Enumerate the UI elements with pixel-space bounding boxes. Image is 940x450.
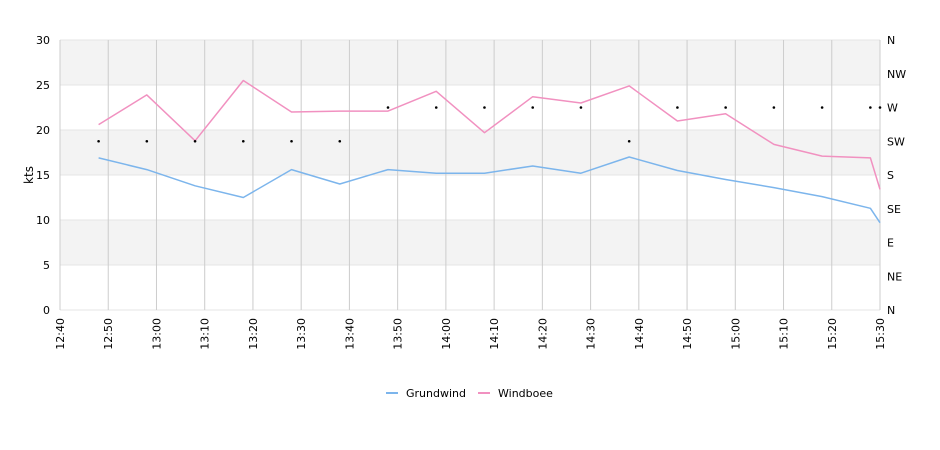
direction-tick-label: NW — [887, 68, 906, 81]
direction-dot — [820, 106, 824, 109]
direction-tick-label: E — [887, 237, 894, 250]
x-tick-label: 13:20 — [247, 318, 260, 350]
series-lines — [98, 79, 881, 224]
direction-tick-label: SE — [887, 203, 901, 216]
direction-tick-label: N — [887, 304, 895, 317]
plot-band — [60, 85, 880, 130]
y-tick-label: 15 — [36, 169, 50, 182]
direction-tick-label: S — [887, 169, 894, 182]
direction-tick-label: W — [887, 102, 898, 115]
plot-band — [60, 130, 880, 175]
x-tick-label: 14:20 — [536, 318, 549, 350]
direction-dot — [434, 106, 438, 109]
x-tick-label: 12:50 — [102, 318, 115, 350]
x-tick-label: 13:00 — [150, 318, 163, 350]
legend-item-windboee[interactable]: Windboee — [478, 387, 553, 400]
x-tick-label: 13:30 — [295, 318, 308, 350]
y-tick-label: 0 — [43, 304, 50, 317]
x-tick-label: 13:40 — [343, 318, 356, 350]
y-tick-label: 5 — [43, 259, 50, 272]
y-tick-label: 20 — [36, 124, 50, 137]
series-line-windboee — [98, 79, 881, 190]
plot-band — [60, 265, 880, 310]
direction-dot — [241, 139, 245, 143]
direction-dot — [386, 106, 390, 109]
y-axis-ticks: 0 5 10 15 20 25 30 — [36, 34, 50, 317]
y-tick-label: 30 — [36, 34, 50, 47]
direction-axis-ticks: N NE E SE S SW W NW N — [887, 34, 906, 317]
direction-dot — [772, 106, 776, 109]
direction-dot — [724, 106, 727, 109]
direction-dot — [97, 139, 100, 143]
direction-dot — [338, 139, 342, 143]
x-tick-label: 14:40 — [633, 318, 646, 350]
x-axis-ticks: 12:40 12:50 13:00 13:10 13:20 13:30 13:40 13:50… — [54, 318, 887, 350]
x-tick-label: 13:50 — [392, 318, 405, 350]
x-tick-label: 15:10 — [778, 318, 791, 350]
direction-dot — [869, 106, 872, 109]
direction-tick-label: N — [887, 34, 895, 47]
x-tick-label: 14:00 — [440, 318, 453, 350]
plot-band — [60, 220, 880, 265]
plot-bands — [60, 40, 880, 310]
plot-band — [60, 40, 880, 85]
x-tick-label: 13:10 — [199, 318, 212, 350]
x-tick-label: 12:40 — [54, 318, 67, 350]
x-tick-label: 15:00 — [729, 318, 742, 350]
legend-item-grundwind[interactable]: Grundwind — [386, 387, 466, 400]
direction-dot — [145, 139, 149, 143]
x-tick-label: 15:20 — [826, 318, 839, 350]
direction-tick-label: NE — [887, 270, 902, 283]
y-tick-label: 10 — [36, 214, 50, 227]
direction-dot — [627, 139, 631, 143]
y-axis-title: kts — [22, 166, 36, 184]
grid-lines — [59, 39, 881, 311]
direction-dot — [676, 106, 679, 109]
x-tick-label: 14:30 — [585, 318, 598, 350]
series-line-grundwind — [98, 156, 881, 224]
direction-dot — [878, 106, 882, 109]
direction-dot — [483, 106, 486, 109]
direction-dot — [193, 139, 197, 143]
legend[interactable]: Grundwind Windboee — [386, 387, 553, 400]
direction-dots — [97, 106, 882, 143]
legend-label: Grundwind — [406, 387, 466, 400]
y-tick-label: 25 — [36, 79, 50, 92]
direction-dot — [579, 106, 583, 109]
legend-label: Windboee — [498, 387, 553, 400]
x-tick-label: 15:30 — [874, 318, 887, 350]
x-tick-label: 14:10 — [488, 318, 501, 350]
direction-dot — [531, 106, 535, 109]
direction-tick-label: SW — [887, 135, 905, 148]
direction-dot — [290, 139, 293, 143]
x-tick-label: 14:50 — [681, 318, 694, 350]
